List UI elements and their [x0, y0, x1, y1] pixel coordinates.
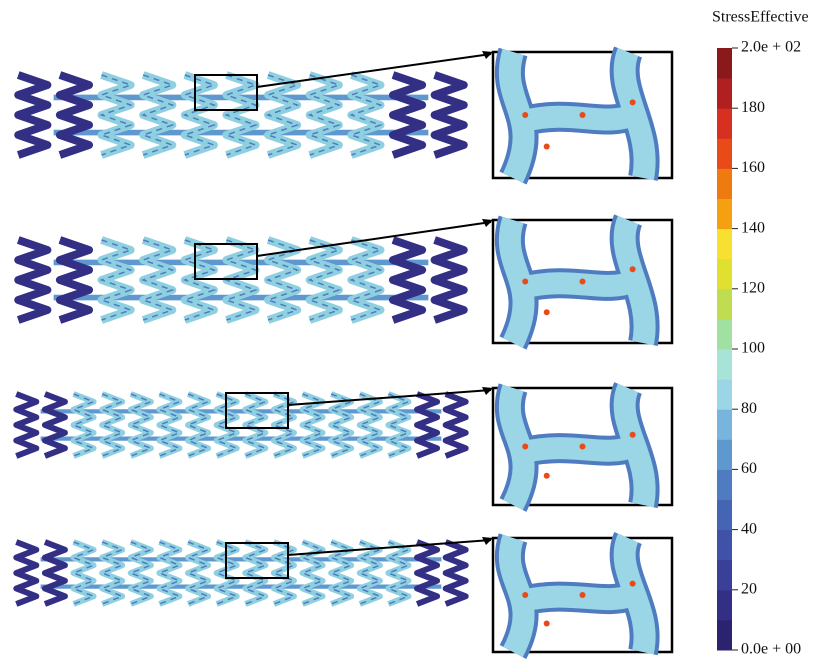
colorbar-tick-label: 80 [741, 400, 757, 417]
stress-hotspot [522, 112, 528, 118]
figure: 0.0e + 00 20 40 60 80 100 120 140 160 180 2.0e + 0… [0, 0, 839, 663]
stent-strut [60, 240, 89, 320]
colorbar-tick-label: 160 [741, 159, 765, 176]
stent-strut [446, 394, 466, 456]
stress-hotspot [630, 432, 636, 438]
stent-strut [417, 394, 437, 456]
colorbar-bin [717, 108, 732, 139]
colorbar-bin [717, 469, 732, 500]
stent-strut [16, 542, 36, 604]
colorbar-bin [717, 289, 732, 320]
colorbar-title: StressEffective [712, 9, 809, 26]
colorbar-bin [717, 138, 732, 169]
colorbar-tick-label: 60 [741, 460, 757, 477]
stent-strut [45, 542, 65, 604]
stress-hotspot [544, 309, 550, 315]
stent-strut [446, 542, 466, 604]
stent-strut [435, 75, 464, 155]
stress-hotspot [630, 266, 636, 272]
stent-strut [18, 240, 47, 320]
stress-hotspot [630, 99, 636, 105]
colorbar-bin [717, 78, 732, 109]
stent-strut [16, 394, 36, 456]
stent-images [16, 51, 672, 652]
colorbar-tick-label: 0.0e + 00 [741, 641, 801, 658]
stent-strut [60, 75, 89, 155]
colorbar-tick-label: 120 [741, 279, 765, 296]
stent-strut [393, 240, 422, 320]
stress-hotspot [544, 473, 550, 479]
stress-hotspot [580, 112, 586, 118]
colorbar-bin [717, 409, 732, 440]
colorbar-bin [717, 349, 732, 380]
stress-hotspot [522, 444, 528, 450]
colorbar-bin [717, 500, 732, 531]
colorbar-bin [717, 439, 732, 470]
colorbar-tick-label: 100 [741, 340, 765, 357]
colorbar-bin [717, 590, 732, 621]
stress-hotspot [580, 444, 586, 450]
colorbar-bin [717, 168, 732, 199]
colorbar-tick-label: 180 [741, 99, 765, 116]
colorbar-tick-label: 20 [741, 580, 757, 597]
stress-hotspot [522, 279, 528, 285]
colorbar-bin [717, 259, 732, 290]
stent-strut [393, 75, 422, 155]
stent-strut [417, 542, 437, 604]
colorbar-tick-label: 2.0e + 02 [741, 39, 801, 56]
colorbar-tick-label: 140 [741, 219, 765, 236]
stress-hotspot [544, 621, 550, 627]
stress-hotspot [522, 592, 528, 598]
colorbar-bin [717, 229, 732, 260]
colorbar-bin [717, 199, 732, 230]
colorbar-tick-label: 40 [741, 520, 757, 537]
colorbar-bin [717, 530, 732, 561]
colorbar-bin [717, 379, 732, 410]
colorbar-bin [717, 48, 732, 79]
stress-hotspot [580, 279, 586, 285]
stress-hotspot [544, 144, 550, 150]
stent-strut [45, 394, 65, 456]
stent-strut [18, 75, 47, 155]
stent-strut [435, 240, 464, 320]
stress-hotspot [630, 581, 636, 587]
colorbar: 0.0e + 00 20 40 60 80 100 120 140 160 180 2.0e + 0… [717, 39, 801, 658]
stress-hotspot [580, 592, 586, 598]
colorbar-bin [717, 620, 732, 651]
colorbar-bin [717, 319, 732, 350]
colorbar-bin [717, 560, 732, 591]
